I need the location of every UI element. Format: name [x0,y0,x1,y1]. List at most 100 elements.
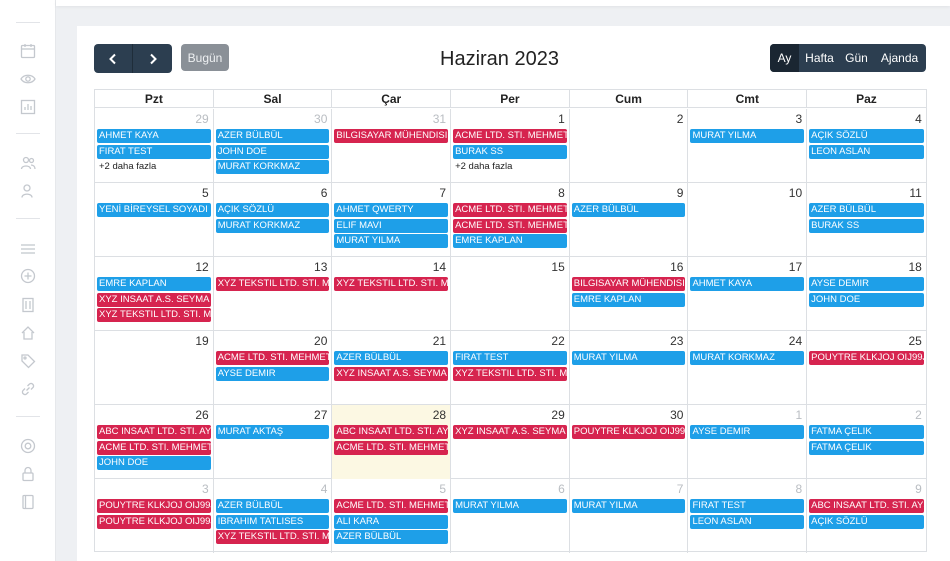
calendar-event[interactable]: ALI KARA [334,514,449,529]
day-number[interactable]: 7 [439,186,447,200]
calendar-event[interactable]: ACME LTD. STI. MEHMET [453,203,567,217]
calendar-event[interactable]: XYZ TEKSTIL LTD. STI. MUSTAFA [215,530,330,545]
day-cell[interactable]: 17 AHMET KAYA [688,257,808,331]
day-number[interactable]: 30 [314,112,328,126]
next-month-button[interactable] [133,44,172,73]
calendar-event[interactable]: ACME LTD. STI. MEHMET [334,440,449,455]
day-number[interactable]: 24 [788,334,803,348]
calendar-event[interactable]: JOHN DOE [97,456,211,471]
calendar-event[interactable]: AZER BÜLBÜL [334,530,449,545]
chart-icon[interactable] [19,98,37,116]
day-number[interactable]: 6 [320,186,328,200]
day-cell[interactable]: 4 AZER BÜLBÜL IBRAHIM TATLISES XYZ TEKSTIL … [214,479,333,553]
calendar-event[interactable]: ELIF MAVI [334,218,449,233]
day-cell[interactable]: 27 MURAT AKTAŞ [214,405,333,479]
calendar-event[interactable]: ABC INSAAT LTD. STI. AYSE [97,425,211,439]
day-cell[interactable]: 8 FIRAT TEST LEON ASLAN [688,479,808,553]
lock-icon[interactable] [19,465,37,483]
day-number[interactable]: 1 [795,408,803,422]
day-number[interactable]: 17 [788,260,803,274]
day-cell[interactable]: 2 [570,109,689,183]
day-number[interactable]: 18 [908,260,922,274]
day-number[interactable]: 8 [558,186,565,200]
prev-month-button[interactable] [94,44,133,73]
day-number[interactable]: 23 [670,334,684,348]
calendar-event[interactable]: FIRAT TEST [453,351,567,365]
day-number[interactable]: 6 [558,482,565,496]
plus-circle-icon[interactable] [19,267,37,285]
day-cell[interactable]: 8 ACME LTD. STI. MEHMET ACME LTD. STI. MEH… [451,183,570,257]
day-number[interactable]: 3 [795,112,803,126]
day-number[interactable]: 11 [909,186,922,200]
day-number[interactable]: 16 [670,260,684,274]
day-cell[interactable]: 1 AYSE DEMIR [688,405,808,479]
calendar-event[interactable]: AHMET QWERTY [334,203,449,217]
calendar-event[interactable]: XYZ INSAAT A.S. SEYMA [97,292,211,307]
calendar-event[interactable]: MURAT KORKMAZ [215,218,330,233]
day-cell[interactable]: 5 YENİ BİREYSEL SOYADI [95,183,214,257]
view-day-button[interactable]: Gün [845,51,868,65]
day-number[interactable]: 13 [314,260,328,274]
day-cell[interactable]: 1 ACME LTD. STI. MEHMET BURAK SS +2 daha fa… [451,109,570,183]
day-cell[interactable]: 15 [451,257,570,331]
day-cell[interactable]: 23 MURAT YILMA [570,331,689,405]
view-week-button[interactable]: Hafta [805,51,834,65]
day-cell[interactable]: 19 [95,331,214,405]
calendar-event[interactable]: AYSE DEMIR [690,425,805,439]
link-icon[interactable] [19,380,37,398]
day-cell[interactable]: 16 BILGISAYAR MÜHENDISI AI EMRE KAPLAN [570,257,689,331]
day-cell[interactable]: 9 AZER BÜLBÜL [570,183,689,257]
day-number[interactable]: 28 [432,408,447,422]
day-cell[interactable]: 6 MURAT YILMA [451,479,570,553]
day-cell[interactable]: 7 MURAT YILMA [570,479,689,553]
calendar-icon[interactable] [19,42,37,60]
day-cell[interactable]: 29 AHMET KAYA FIRAT TEST +2 daha fazla [95,109,214,183]
calendar-event[interactable]: MURAT YILMA [690,129,805,143]
day-cell[interactable]: 24 MURAT KORKMAZ [688,331,808,405]
calendar-event[interactable]: AÇIK SÖZLÜ [215,203,330,217]
calendar-event[interactable]: ACME LTD. STI. MEHMET [215,351,330,365]
day-number[interactable]: 31 [432,112,447,126]
day-number[interactable]: 15 [551,260,565,274]
calendar-event[interactable]: AZER BÜLBÜL [215,129,330,143]
calendar-event[interactable]: LEON ASLAN [690,514,805,529]
calendar-event[interactable]: MURAT YILMA [334,234,449,249]
day-number[interactable]: 5 [439,482,447,496]
day-cell[interactable]: 18 AYSE DEMIR JOHN DOE [807,257,926,331]
day-number[interactable]: 9 [676,186,684,200]
day-number[interactable]: 30 [670,408,684,422]
day-number[interactable]: 1 [558,112,565,126]
day-number[interactable]: 4 [915,112,922,126]
day-number[interactable]: 14 [432,260,447,274]
calendar-event[interactable]: AZER BÜLBÜL [571,203,686,217]
day-cell-today[interactable]: 28 ABC INSAAT LTD. STI. AYSEACME LTD. STI… [332,405,452,479]
calendar-event[interactable]: AYSE DEMIR [215,366,330,381]
day-cell[interactable]: 6 AÇIK SÖZLÜ MURAT KORKMAZ [214,183,333,257]
day-number[interactable]: 29 [195,112,209,126]
calendar-event[interactable]: ABC INSAAT LTD. STI. AYSE [809,499,924,513]
view-agenda-button[interactable]: Ajanda [880,51,919,65]
book-icon[interactable] [19,493,37,511]
calendar-event[interactable]: ABC INSAAT LTD. STI. AYSE [334,425,449,439]
calendar-event[interactable]: MURAT KORKMAZ [215,160,330,175]
day-cell[interactable]: 3 MURAT YILMA [688,109,808,183]
today-button[interactable]: Bugün [181,44,229,71]
more-events-link[interactable]: +2 daha fazla [455,161,513,173]
calendar-event[interactable]: FATMA ÇELIK [809,440,924,455]
day-number[interactable]: 25 [908,334,922,348]
eye-icon[interactable] [19,70,37,88]
day-number[interactable]: 7 [676,482,684,496]
day-cell[interactable]: 12 EMRE KAPLAN XYZ INSAAT A.S. SEYMA XYZ TE… [95,257,214,331]
calendar-event[interactable]: XYZ TEKSTIL LTD. STI. MUSTAFA [97,308,211,323]
day-cell[interactable]: 13 XYZ TEKSTIL LTD. STI. MUSTAFA [214,257,333,331]
calendar-event[interactable]: POUYTRE KLKJOJ OIJ99J [97,499,211,513]
calendar-event[interactable]: EMRE KAPLAN [453,234,567,249]
calendar-event[interactable]: POUYTRE KLKJOJ OIJ99J [809,351,924,365]
calendar-event[interactable]: XYZ INSAAT A.S. SEYMA [453,425,567,439]
day-cell[interactable]: 14 XYZ TEKSTIL LTD. STI. MUSTAFA [332,257,452,331]
day-cell[interactable]: 31 BILGISAYAR MÜHENDISI AI [332,109,452,183]
calendar-event[interactable]: BURAK SS [453,144,567,159]
calendar-event[interactable]: AÇIK SÖZLÜ [809,514,924,529]
calendar-event[interactable]: AZER BÜLBÜL [809,203,924,217]
calendar-event[interactable]: ACME LTD. STI. MEHMET [97,440,211,455]
